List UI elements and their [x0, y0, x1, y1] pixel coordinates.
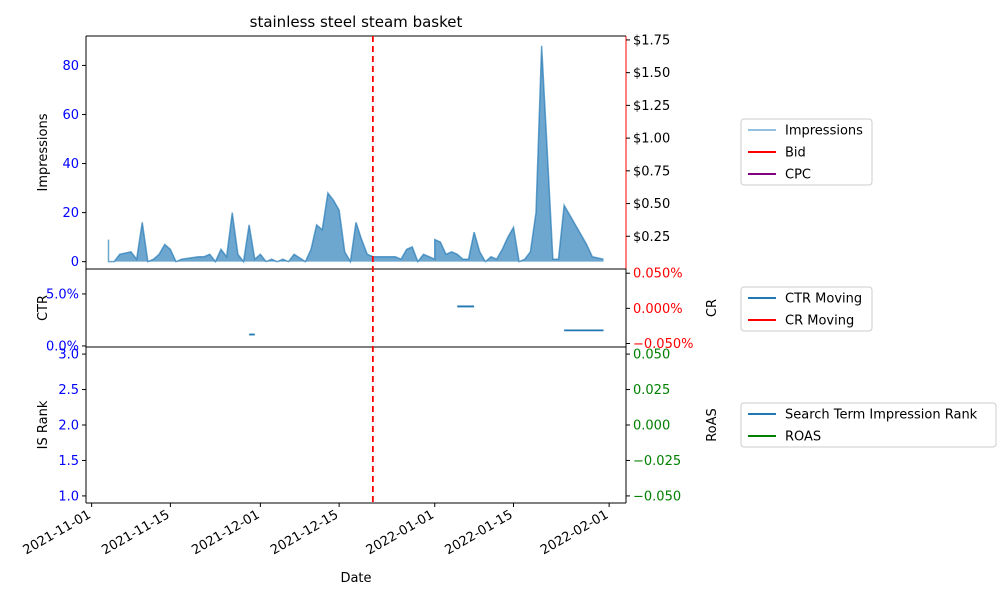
x-tick-label: 2021-11-15	[99, 507, 172, 558]
y-tick-label: 3.0	[58, 348, 79, 363]
x-tick-label: 2021-11-01	[21, 507, 94, 558]
x-tick-label: 2021-12-15	[268, 507, 341, 558]
y-tick-label: 0	[71, 255, 79, 270]
legend-label: Search Term Impression Rank	[785, 408, 978, 423]
y2-tick-label: 0.025	[633, 383, 670, 398]
y2-tick-label: −0.050%	[633, 337, 693, 352]
chart-title: stainless steel steam basket	[250, 13, 463, 31]
y2-tick-label: −0.050	[633, 489, 681, 504]
legend-label: Impressions	[785, 124, 863, 139]
legend-label: Bid	[785, 146, 806, 161]
y-tick-label: 2.0	[58, 419, 79, 434]
legend-label: ROAS	[785, 430, 821, 445]
y-tick-label: 80	[62, 59, 79, 74]
y2-tick-label: 0.000%	[633, 302, 683, 317]
legend-label: CTR Moving	[785, 292, 862, 307]
y2-tick-label: −0.025	[633, 454, 681, 469]
y2-tick-label: $0.50	[633, 197, 670, 212]
y-tick-label: 1.5	[58, 454, 79, 469]
legend-box	[740, 402, 997, 448]
y-axis-label: IS Rank	[36, 400, 51, 449]
x-axis-label: Date	[340, 571, 371, 586]
x-tick-label: 2021-12-01	[189, 507, 262, 558]
y2-tick-label: 0.050%	[633, 267, 683, 282]
impressions-area	[108, 45, 604, 262]
y2-tick-label: 0.050	[633, 348, 670, 363]
x-tick-label: 2022-01-15	[443, 507, 516, 558]
y-tick-label: 0.0%	[46, 339, 79, 354]
y-axis-label: CTR	[36, 295, 51, 321]
y2-tick-label: $1.00	[633, 132, 670, 147]
y2-axis-label: CR	[705, 299, 720, 317]
x-tick-label: 2022-01-01	[364, 507, 437, 558]
legend-box	[740, 118, 873, 186]
y-axis-label: Impressions	[36, 113, 51, 191]
y2-tick-label: $0.75	[633, 164, 670, 179]
y2-tick-label: $0.25	[633, 230, 670, 245]
y-tick-label: 1.0	[58, 489, 79, 504]
y-tick-label: 5.0%	[46, 287, 79, 302]
y-tick-label: 2.5	[58, 383, 79, 398]
y2-tick-label: $1.25	[633, 99, 670, 114]
legend-label: CPC	[785, 168, 811, 183]
y-tick-label: 20	[62, 206, 79, 221]
x-tick-label: 2022-02-01	[538, 507, 611, 558]
y2-tick-label: $1.75	[633, 33, 670, 48]
y-tick-label: 60	[62, 108, 79, 123]
legend-label: CR Moving	[785, 314, 854, 329]
y2-axis-label: RoAS	[705, 408, 720, 442]
y2-tick-label: $1.50	[633, 66, 670, 81]
impressions-line	[107, 45, 604, 264]
y2-tick-label: 0.000	[633, 419, 670, 434]
y-tick-label: 40	[62, 157, 79, 172]
